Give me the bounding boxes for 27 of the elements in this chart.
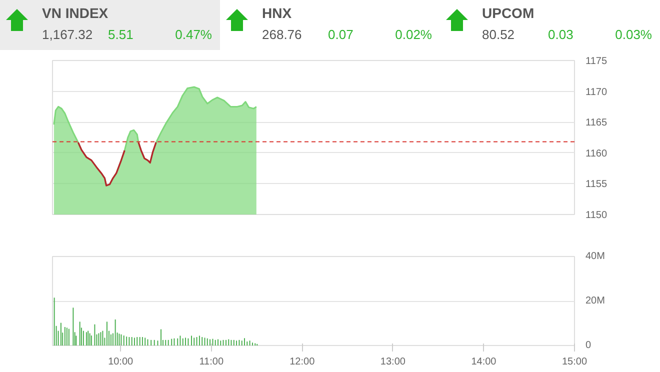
y-tick-label: 40M: [586, 251, 605, 262]
y-tick-label: 1175: [586, 56, 608, 67]
y-tick-label: 1160: [586, 148, 608, 160]
text: VN INDEX: [42, 4, 108, 23]
y-tick-label: 0: [586, 340, 592, 351]
text: 268.76: [262, 26, 303, 44]
text: 5.51: [108, 26, 134, 44]
text: 0.07: [328, 26, 354, 44]
x-tick-label: 12:00: [290, 356, 316, 368]
text: 1,167.32: [42, 26, 94, 44]
y-tick-label: 20M: [586, 296, 605, 306]
x-tick-label: 10:00: [108, 356, 134, 368]
text: 0.47%: [174, 26, 212, 44]
text: 80.52: [482, 26, 516, 44]
text: 0.02%: [394, 26, 432, 44]
y-tick-label: 1150: [586, 210, 608, 221]
text: 0.03: [548, 26, 574, 44]
y-tick-label: 1170: [586, 86, 608, 98]
x-tick-label: 15:00: [562, 356, 588, 368]
x-tick-label: 13:00: [380, 356, 406, 368]
x-tick-label: 14:00: [471, 356, 497, 368]
text: UPCOM: [482, 4, 534, 23]
y-tick-label: 1165: [586, 118, 608, 129]
text: 0.03%: [614, 26, 652, 44]
text: HNX: [262, 4, 292, 23]
x-tick-label: 11:00: [199, 356, 224, 368]
y-tick-label: 1155: [586, 179, 608, 190]
